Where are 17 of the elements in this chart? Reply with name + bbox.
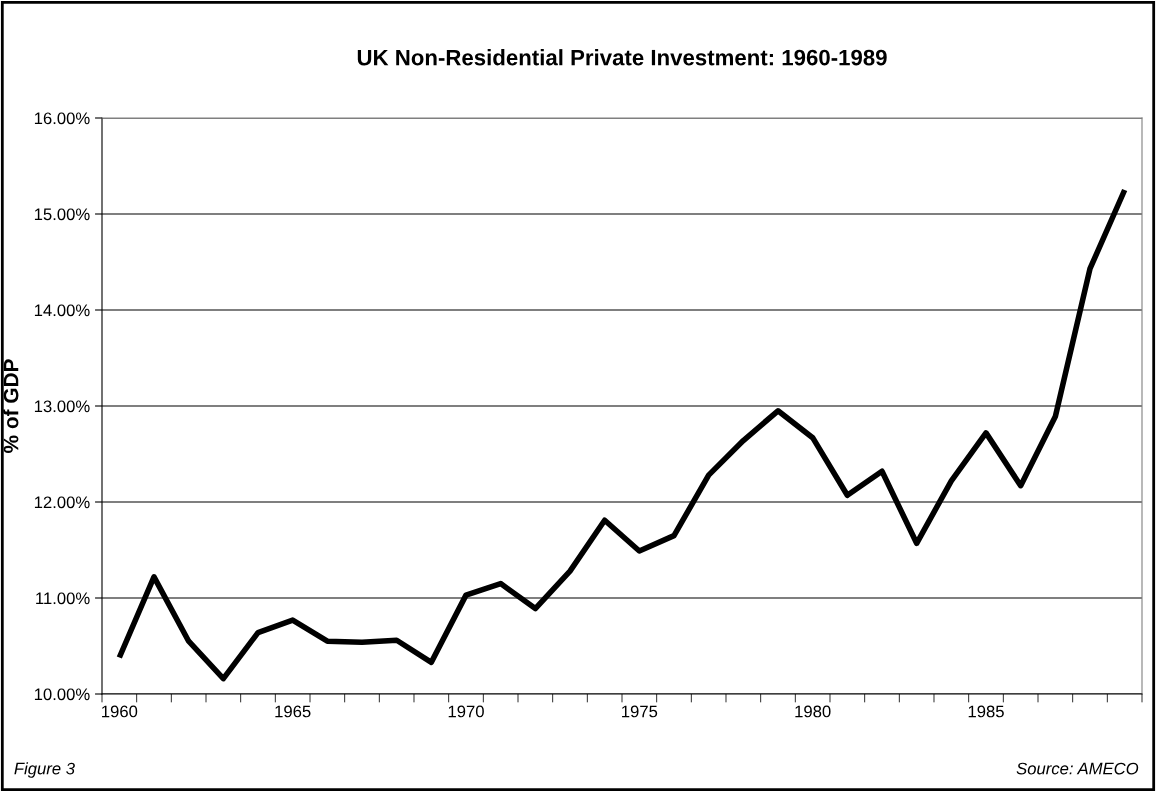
- y-tick-label: 11.00%: [36, 592, 90, 605]
- x-tick-label: 1960: [102, 705, 138, 718]
- y-tick-label: 13.00%: [34, 400, 90, 413]
- y-axis-title: % of GDP: [3, 359, 19, 453]
- y-tick-label: 10.00%: [34, 688, 90, 701]
- x-tick-label: 1970: [448, 705, 484, 718]
- x-tick-label: 1980: [795, 705, 831, 718]
- y-tick-label: 14.00%: [34, 304, 90, 317]
- y-tick-label: 15.00%: [34, 208, 90, 221]
- chart-title: UK Non-Residential Private Investment: 1960-1989: [357, 49, 887, 66]
- y-tick-label: 12.00%: [34, 496, 90, 509]
- caption: Figure 3: [14, 762, 75, 778]
- source-note: Source: AMECO: [1016, 762, 1139, 775]
- y-tick-label: 16.00%: [34, 112, 90, 125]
- x-tick-label: 1965: [275, 705, 311, 718]
- x-tick-label: 1975: [622, 705, 658, 718]
- x-tick-label: 1985: [968, 705, 1004, 718]
